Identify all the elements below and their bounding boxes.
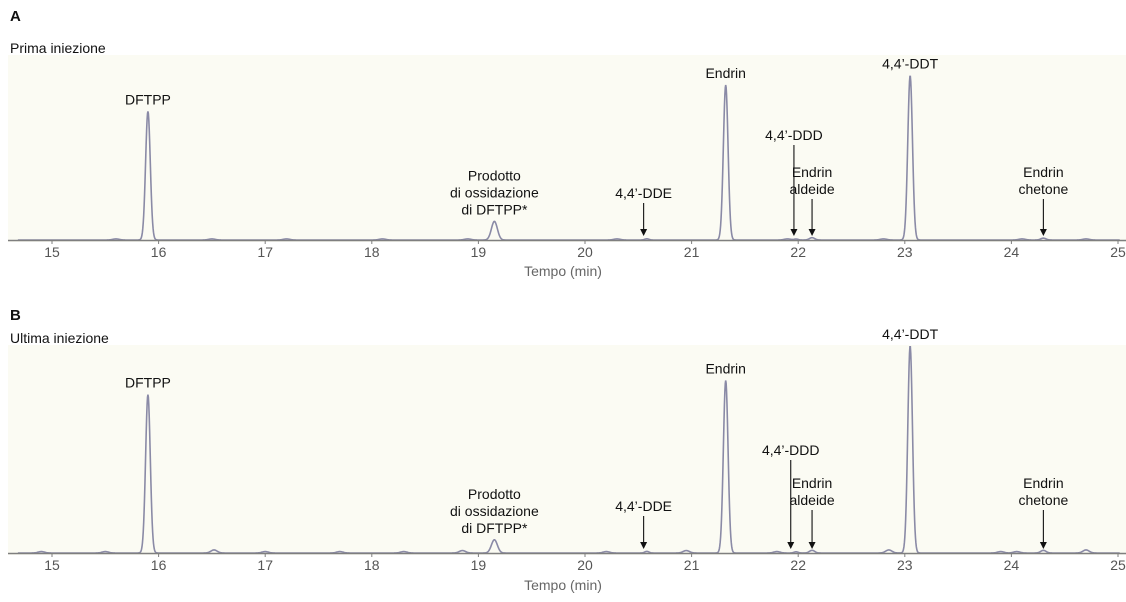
peak-annotation: 4,4’-DDE — [615, 185, 672, 236]
peak-label: Endrin — [1023, 164, 1063, 180]
peak-annotation: DFTPP — [125, 91, 171, 107]
peak-label: Endrin — [792, 475, 832, 491]
x-tick-label: 15 — [44, 244, 60, 260]
x-tick-label: 17 — [257, 557, 273, 573]
peak-label: di DFTPP* — [461, 201, 528, 217]
x-tick-label: 22 — [790, 557, 806, 573]
x-tick-label: 24 — [1004, 244, 1020, 260]
x-axis-label: Tempo (min) — [524, 263, 602, 279]
panel-subtitle: Prima iniezione — [10, 40, 106, 56]
x-tick-label: 21 — [684, 244, 700, 260]
arrow-head-icon — [1039, 229, 1047, 236]
x-tick-label: 23 — [897, 244, 913, 260]
peak-label: 4,4’-DDT — [882, 326, 938, 342]
arrow-head-icon — [640, 229, 648, 236]
peak-annotation: 4,4’-DDE — [615, 498, 672, 549]
peak-annotation: 4,4’-DDT — [882, 56, 938, 72]
peak-annotation: 4,4’-DDD — [762, 442, 820, 549]
peak-label: 4,4’-DDE — [615, 498, 672, 514]
arrow-head-icon — [1039, 542, 1047, 549]
peak-annotation: 4,4’-DDD — [765, 127, 823, 236]
peak-label: 4,4’-DDE — [615, 185, 672, 201]
peak-label: DFTPP — [125, 375, 171, 391]
peak-label: aldeide — [789, 181, 834, 197]
peak-annotation: Endrin — [705, 65, 745, 81]
peak-label: Endrin — [1023, 475, 1063, 491]
peak-label: DFTPP — [125, 91, 171, 107]
peak-label: Endrin — [792, 164, 832, 180]
arrow-head-icon — [640, 542, 648, 549]
panel-subtitle: Ultima iniezione — [10, 330, 109, 346]
peak-label: di ossidazione — [450, 184, 539, 200]
x-tick-label: 25 — [1110, 557, 1126, 573]
x-tick-label: 16 — [151, 244, 167, 260]
x-tick-label: 23 — [897, 557, 913, 573]
peak-label: chetone — [1018, 492, 1068, 508]
x-tick-label: 16 — [151, 557, 167, 573]
peak-annotation: DFTPP — [125, 375, 171, 391]
x-tick-label: 19 — [471, 244, 487, 260]
peak-label: Endrin — [705, 65, 745, 81]
peak-label: Prodotto — [468, 167, 521, 183]
peak-label: Prodotto — [468, 486, 521, 502]
plot-background — [8, 345, 1126, 555]
arrow-head-icon — [808, 229, 816, 236]
peak-label: aldeide — [789, 492, 834, 508]
x-tick-label: 24 — [1004, 557, 1020, 573]
arrow-head-icon — [808, 542, 816, 549]
peak-label: Endrin — [705, 360, 745, 376]
x-tick-label: 17 — [257, 244, 273, 260]
x-tick-label: 21 — [684, 557, 700, 573]
x-tick-label: 18 — [364, 244, 380, 260]
peak-annotation: Endrin — [705, 360, 745, 376]
x-tick-label: 22 — [790, 244, 806, 260]
x-tick-label: 18 — [364, 557, 380, 573]
x-tick-label: 15 — [44, 557, 60, 573]
x-tick-label: 20 — [577, 244, 593, 260]
peak-label: di DFTPP* — [461, 520, 528, 536]
arrow-head-icon — [790, 229, 798, 236]
x-tick-label: 20 — [577, 557, 593, 573]
arrow-head-icon — [787, 542, 795, 549]
peak-label: chetone — [1018, 181, 1068, 197]
x-axis-label: Tempo (min) — [524, 577, 602, 593]
panel-letter: A — [10, 8, 21, 25]
peak-annotation: 4,4’-DDT — [882, 326, 938, 342]
x-tick-label: 19 — [471, 557, 487, 573]
peak-label: di ossidazione — [450, 503, 539, 519]
x-tick-label: 25 — [1110, 244, 1126, 260]
peak-label: 4,4’-DDT — [882, 56, 938, 72]
panel-letter: B — [10, 307, 21, 324]
plot-background — [8, 55, 1126, 242]
peak-label: 4,4’-DDD — [762, 442, 820, 458]
panel-b: B Ultima iniezione 15 16 17 18 19 20 21 22 23 24 25 T… — [8, 307, 1126, 593]
panel-a: A Prima iniezione 15 16 17 18 19 20 21 22 23 24 25 Te… — [8, 8, 1126, 279]
peak-label: 4,4’-DDD — [765, 127, 823, 143]
